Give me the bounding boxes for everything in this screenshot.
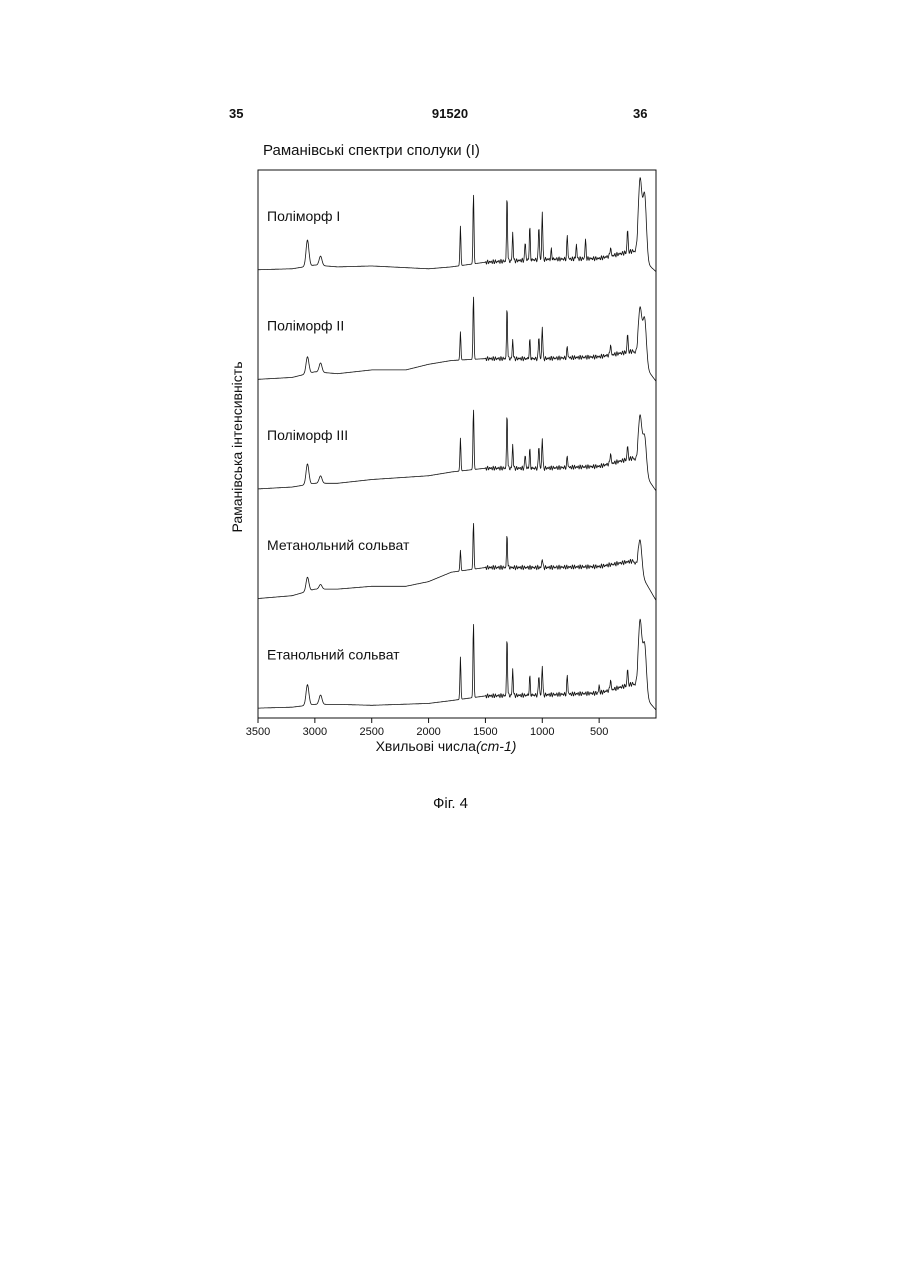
x-axis-label: Хвильові числа(cm-1): [376, 738, 517, 754]
spectrum-trace-5: [258, 619, 656, 710]
figure-caption: Фіг. 4: [0, 795, 901, 812]
plot-frame: [258, 170, 656, 718]
x-tick-label-3000: 3000: [303, 726, 327, 738]
x-axis-label-main: Хвильові числа: [376, 738, 477, 754]
x-tick-label-2500: 2500: [359, 726, 383, 738]
spectrum-trace-2: [258, 297, 656, 381]
series-labels-group: Поліморф I Поліморф II Поліморф III Метанол…: [267, 208, 410, 662]
x-tick-label-500: 500: [590, 726, 608, 738]
x-tick-label-2000: 2000: [416, 726, 440, 738]
series-label-2: Поліморф II: [267, 318, 344, 334]
y-axis-label: Раманівська інтенсивність: [229, 361, 245, 532]
spectrum-trace-4: [258, 523, 656, 600]
series-label-4: Метанольний сольват: [267, 537, 410, 553]
x-tick-label-3500: 3500: [246, 726, 270, 738]
series-label-1: Поліморф I: [267, 208, 340, 224]
x-axis-label-unit: (cm-1): [476, 738, 516, 754]
x-tick-label-1000: 1000: [530, 726, 554, 738]
x-tick-label-1500: 1500: [473, 726, 497, 738]
x-axis-ticks: 3500 3000 2500 2000 1500 1000 500: [246, 718, 609, 738]
spectrum-trace-1: [258, 178, 656, 272]
series-label-3: Поліморф III: [267, 427, 348, 443]
spectrum-trace-3: [258, 410, 656, 491]
spectra-group: [258, 178, 656, 710]
series-label-5: Етанольний сольват: [267, 646, 400, 662]
